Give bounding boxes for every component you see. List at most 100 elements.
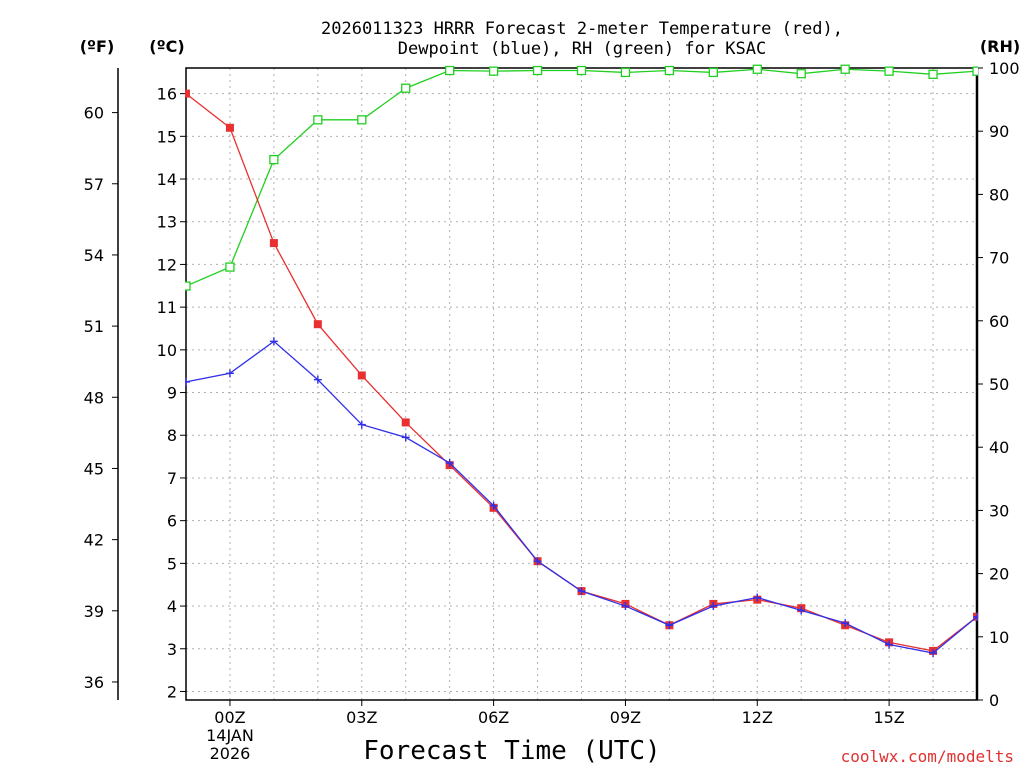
rh-point xyxy=(928,69,938,79)
rh-tick-label: 90 xyxy=(989,122,1009,141)
gridlines xyxy=(186,68,977,700)
dewpoint-point xyxy=(533,557,542,566)
x-axis-label: Forecast Time (UTC) xyxy=(363,736,660,766)
rh-point xyxy=(225,262,235,272)
rh-point xyxy=(576,65,587,76)
rh-point xyxy=(752,64,762,74)
rh-point xyxy=(532,65,543,76)
dewpoint-point xyxy=(401,433,410,442)
rh-point xyxy=(840,64,850,74)
rh-point xyxy=(488,66,499,76)
dewpoint-point xyxy=(445,459,454,467)
rh-point xyxy=(708,67,718,78)
fahrenheit-unit-label: (ºF) xyxy=(80,37,115,56)
celsius-tick-label: 9 xyxy=(167,384,177,403)
dewpoint-point xyxy=(797,606,806,615)
dewpoint-point xyxy=(489,501,498,510)
rh-tick-label: 60 xyxy=(989,312,1009,331)
rh-point xyxy=(972,66,978,76)
temperature-point xyxy=(185,89,190,98)
celsius-tick-label: 2 xyxy=(167,682,177,701)
rh-tick-label: 80 xyxy=(989,185,1009,204)
celsius-tick-label: 12 xyxy=(157,255,177,274)
fahrenheit-tick-label: 39 xyxy=(84,602,104,621)
fahrenheit-tick-label: 36 xyxy=(84,673,104,692)
dewpoint-point xyxy=(225,369,234,378)
chart-title-line2: Dewpoint (blue), RH (green) for KSAC xyxy=(398,39,766,59)
temperature-point xyxy=(357,371,366,380)
x-tick-label: 03Z xyxy=(346,708,377,727)
rh-point xyxy=(445,65,455,76)
plot-frame xyxy=(185,67,978,701)
celsius-tick-label: 3 xyxy=(167,640,177,659)
temperature-point xyxy=(225,123,234,132)
dewpoint-point xyxy=(709,602,718,611)
rh-point xyxy=(185,281,191,291)
data-series xyxy=(185,64,978,658)
rh-point xyxy=(620,67,631,78)
rh-point xyxy=(357,115,367,125)
celsius-tick-label: 16 xyxy=(157,85,177,104)
dewpoint-point xyxy=(665,621,674,630)
celsius-tick-label: 10 xyxy=(157,341,177,360)
x-tick-label: 00Z xyxy=(214,708,245,727)
celsius-tick-label: 13 xyxy=(157,213,177,232)
dewpoint-point xyxy=(621,602,630,611)
celsius-tick-label: 14 xyxy=(157,170,177,189)
celsius-tick-label: 15 xyxy=(157,127,177,146)
x-tick-label: 15Z xyxy=(873,708,904,727)
axes xyxy=(117,67,979,701)
rh-tick-label: 50 xyxy=(989,375,1009,394)
rh-point xyxy=(313,115,323,125)
rh-tick-label: 20 xyxy=(989,565,1009,584)
rh-tick-label: 40 xyxy=(989,438,1009,457)
celsius-tick-label: 11 xyxy=(157,298,177,317)
temperature-point xyxy=(269,239,278,248)
rh-point xyxy=(401,83,411,93)
dewpoint-point xyxy=(357,420,366,429)
rh-tick-label: 30 xyxy=(989,501,1009,520)
celsius-tick-label: 4 xyxy=(167,597,177,616)
fahrenheit-tick-label: 51 xyxy=(84,317,104,336)
x-tick-year-label: 2026 xyxy=(210,744,251,763)
dewpoint-point xyxy=(269,337,278,346)
tick-labels: 2345678910111213141516363942454851545760… xyxy=(84,59,1020,763)
x-tick-label: 06Z xyxy=(478,708,509,727)
celsius-tick-label: 7 xyxy=(167,469,177,488)
fahrenheit-tick-label: 57 xyxy=(84,175,104,194)
dewpoint-point xyxy=(185,377,190,386)
dewpoint-point xyxy=(973,612,978,621)
dewpoint-point xyxy=(885,640,894,649)
rh-tick-label: 0 xyxy=(989,691,999,710)
rh-point xyxy=(884,66,894,76)
fahrenheit-tick-label: 45 xyxy=(84,459,104,478)
source-credit: coolwx.com/modelts xyxy=(841,747,1014,766)
celsius-unit-label: (ºC) xyxy=(149,37,184,56)
rh-point xyxy=(796,69,806,79)
temperature-point xyxy=(313,320,322,329)
dewpoint-point xyxy=(577,587,586,596)
celsius-tick-label: 6 xyxy=(167,512,177,531)
dewpoint-point xyxy=(313,375,322,384)
x-tick-date-label: 14JAN xyxy=(206,726,254,745)
rh-tick-label: 70 xyxy=(989,249,1009,268)
dewpoint-point xyxy=(753,593,762,602)
x-tick-label: 12Z xyxy=(742,708,773,727)
fahrenheit-tick-label: 60 xyxy=(84,104,104,123)
chart-title-line1: 2026011323 HRRR Forecast 2-meter Tempera… xyxy=(321,19,843,39)
rh-point xyxy=(269,154,279,165)
rh-unit-label: (RH) xyxy=(980,37,1020,56)
rh-tick-label: 100 xyxy=(989,59,1020,78)
dewpoint-point xyxy=(841,619,850,628)
temperature-point xyxy=(401,418,410,427)
fahrenheit-tick-label: 48 xyxy=(84,388,104,407)
celsius-tick-label: 5 xyxy=(167,554,177,573)
rh-tick-label: 10 xyxy=(989,628,1009,647)
rh-point xyxy=(664,65,675,76)
x-tick-label: 09Z xyxy=(610,708,641,727)
fahrenheit-tick-label: 54 xyxy=(84,246,104,265)
celsius-tick-label: 8 xyxy=(167,426,177,445)
fahrenheit-tick-label: 42 xyxy=(84,531,104,550)
dewpoint-point xyxy=(929,649,938,658)
